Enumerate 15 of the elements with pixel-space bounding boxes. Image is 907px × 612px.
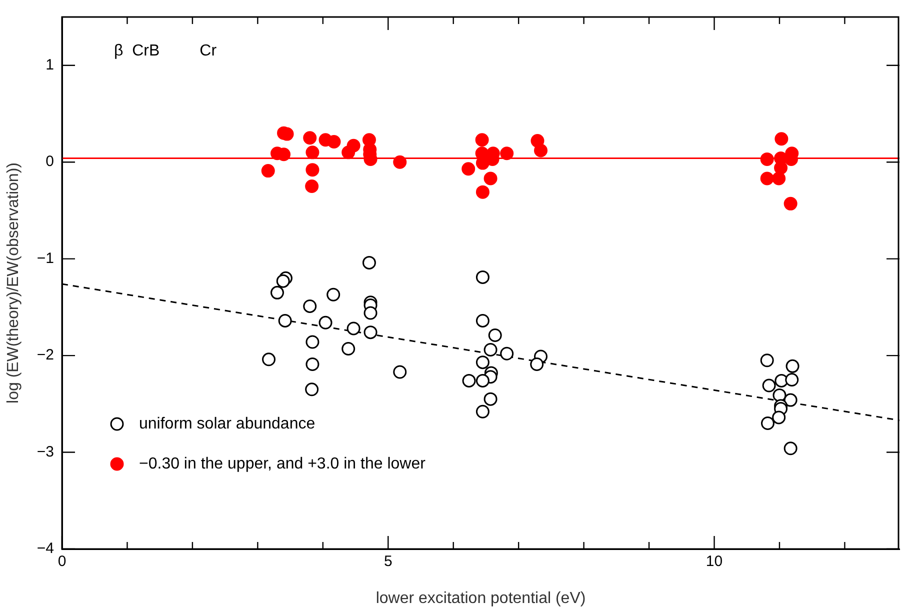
y-tick-label: −3 xyxy=(36,443,54,460)
y-tick-label: −4 xyxy=(36,540,54,558)
y-tick-label: 0 xyxy=(46,153,54,170)
legend-label: uniform solar abundance xyxy=(139,415,316,432)
y-tick-label: 1 xyxy=(46,56,54,74)
y-axis-title: log (EW(theory)/EW(observation)) xyxy=(5,162,22,404)
legend-label: −0.30 in the upper, and +3.0 in the lower xyxy=(139,455,426,472)
y-tick-label: −1 xyxy=(36,250,54,267)
x-axis-title: lower excitation potential (eV) xyxy=(376,590,586,607)
x-tick-label: 10 xyxy=(706,553,723,570)
annotation: β CrB xyxy=(114,42,160,60)
annotation: Cr xyxy=(200,42,218,60)
x-tick-label: 5 xyxy=(384,553,392,570)
x-tick-label: 0 xyxy=(58,553,66,570)
y-tick-label: −2 xyxy=(36,346,54,364)
